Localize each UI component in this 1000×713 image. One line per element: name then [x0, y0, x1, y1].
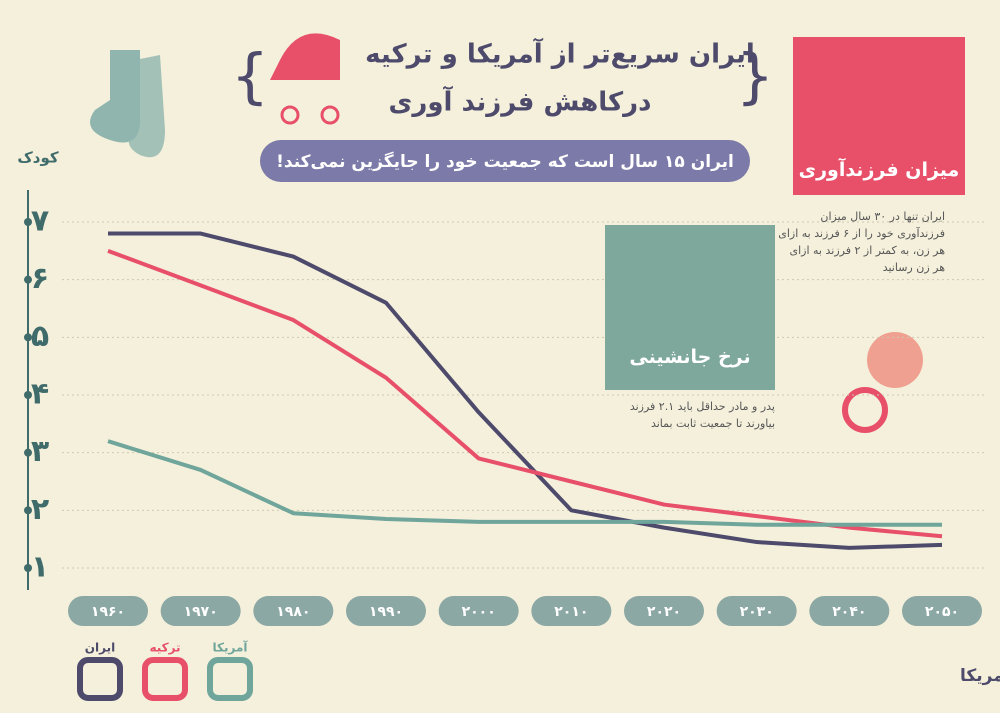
- title-line: درکاهش فرزند آوری: [389, 86, 652, 118]
- annotation-text: پدر و مادر حداقل باید ۲.۱ فرزند بیاورند …: [629, 400, 775, 430]
- x-tick-label: ۲۰۳۰: [740, 604, 774, 620]
- y-tick-label: ۲: [31, 492, 49, 527]
- x-tick-pill: [902, 596, 982, 626]
- y-tick-mark: [24, 564, 32, 572]
- x-tick-pill: [624, 596, 704, 626]
- x-tick-pill: [531, 596, 612, 626]
- y-tick-mark: [24, 506, 32, 515]
- x-tick-label: ۱۹۶۰: [91, 604, 125, 620]
- x-tick-label: ۱۹۹۰: [369, 604, 403, 620]
- annotation-box: میزان فرزندآوری: [793, 37, 965, 195]
- legend-swatch: [142, 657, 188, 701]
- pacifier-icon: [842, 332, 923, 433]
- y-tick-mark: [24, 333, 32, 342]
- caption: روند تغییرات باروری در ۳ کشور ایران، ترک…: [960, 664, 1000, 686]
- x-tick-pill: [253, 596, 334, 626]
- x-tick-pill: [346, 596, 426, 626]
- annotation-box: نرخ جانشینی: [605, 225, 775, 390]
- socks-icon: [90, 50, 165, 158]
- x-tick-label: ۲۰۵۰: [925, 604, 959, 620]
- brace: }: [736, 42, 774, 112]
- title-line: ایران سریع‌تر از آمریکا و ترکیه: [365, 38, 755, 70]
- y-tick-label: ۴: [31, 377, 49, 412]
- y-tick-label: ۵: [31, 319, 49, 354]
- legend-label: ترکیه: [149, 641, 180, 655]
- legend-swatch: [77, 657, 123, 701]
- legend-label: ایران: [85, 641, 115, 655]
- line-series: [107, 248, 943, 539]
- x-tick-label: ۲۰۱۰: [554, 604, 588, 620]
- x-tick-label: ۲۰۰۰: [462, 604, 496, 620]
- y-tick-label: ۶: [31, 261, 49, 296]
- y-tick-mark: [24, 218, 32, 226]
- x-tick-pill: [809, 596, 890, 626]
- subtitle-pill: [260, 140, 750, 182]
- x-tick-label: ۲۰۲۰: [647, 604, 681, 620]
- x-tick-pill: [160, 596, 241, 626]
- y-tick-label: ۳: [31, 434, 49, 469]
- y-tick-mark: [24, 448, 32, 457]
- y-tick-mark: [24, 275, 32, 284]
- x-tick-label: ۱۹۸۰: [276, 604, 310, 620]
- subtitle: ایران ۱۵ سال است که جمعیت خود را جایگزین…: [276, 151, 734, 172]
- y-tick-label: ۱: [31, 550, 49, 585]
- y-axis-label: کودک: [17, 149, 58, 167]
- x-tick-pill: [68, 596, 148, 626]
- x-tick-pill: [716, 596, 797, 626]
- stroller-icon: [270, 33, 340, 125]
- x-tick-pill: [438, 596, 519, 626]
- x-tick-label: ۲۰۴۰: [832, 604, 866, 620]
- y-tick-mark: [24, 391, 32, 399]
- y-tick-label: ۷: [31, 204, 49, 239]
- annotation-title: نرخ جانشینی: [629, 346, 751, 368]
- legend-label: آمریکا: [213, 640, 249, 655]
- line-series: [108, 231, 943, 550]
- annotation-text: ایران تنها در ۳۰ سال میزان فرزندآوری خود…: [778, 210, 945, 274]
- line-series: [107, 439, 942, 527]
- x-tick-label: ۱۹۷۰: [184, 604, 218, 620]
- annotation-title: میزان فرزندآوری: [798, 159, 960, 181]
- legend-swatch: [207, 657, 253, 701]
- brace: {: [231, 42, 269, 112]
